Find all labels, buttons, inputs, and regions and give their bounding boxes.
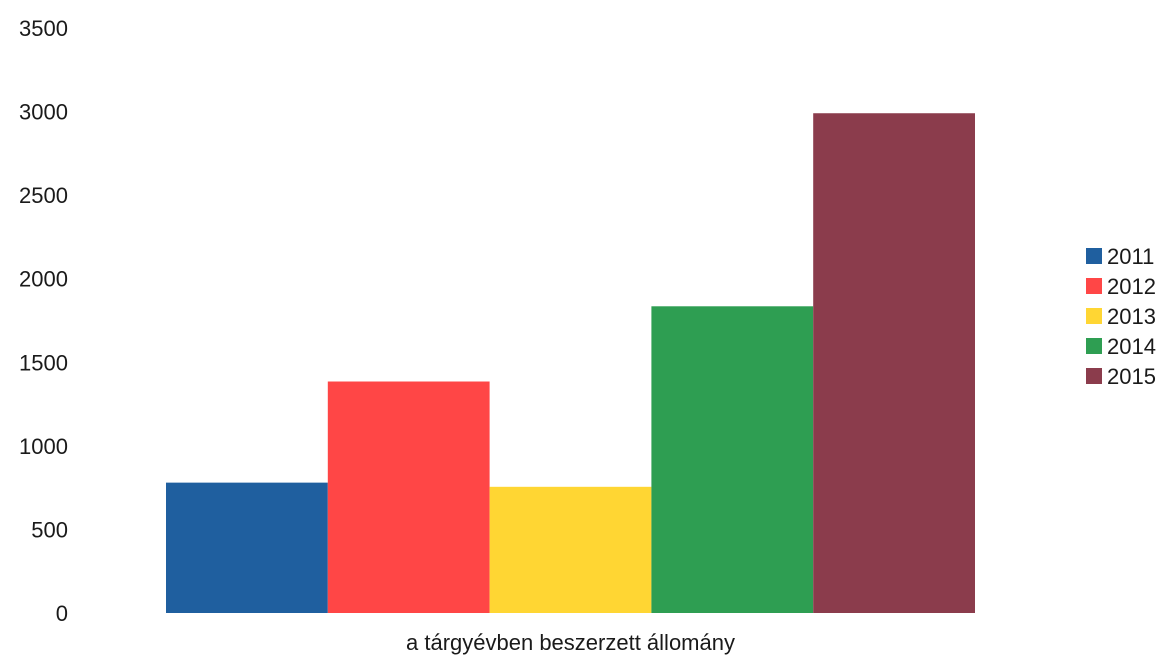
legend-label-2013: 2013 xyxy=(1107,304,1156,329)
bar-2015 xyxy=(813,113,975,614)
y-tick-label: 3500 xyxy=(19,16,68,41)
bar-2013 xyxy=(489,486,652,613)
y-tick-label: 1000 xyxy=(19,434,68,459)
legend-label-2012: 2012 xyxy=(1107,274,1156,299)
y-tick-label: 500 xyxy=(31,517,68,542)
legend-swatch-2011 xyxy=(1086,248,1102,264)
legend-label-2011: 2011 xyxy=(1107,244,1154,269)
bar-2012 xyxy=(327,381,490,613)
legend-label-2014: 2014 xyxy=(1107,334,1156,359)
y-tick-label: 0 xyxy=(56,601,68,626)
y-tick-label: 2000 xyxy=(19,267,68,292)
legend-swatch-2014 xyxy=(1086,338,1102,354)
bar-2014 xyxy=(651,306,814,613)
bar-2011 xyxy=(166,482,328,613)
y-axis-ticks: 0 500 1000 1500 2000 2500 3000 3500 xyxy=(19,16,68,626)
legend-swatch-2013 xyxy=(1086,308,1102,324)
y-tick-label: 1500 xyxy=(19,350,68,375)
legend: 2011 2012 2013 2014 2015 xyxy=(1086,244,1156,389)
y-tick-label: 2500 xyxy=(19,183,68,208)
y-tick-label: 3000 xyxy=(19,100,68,125)
x-axis-label: a tárgyévben beszerzett állomány xyxy=(406,630,735,655)
bars-group xyxy=(166,113,975,614)
legend-swatch-2012 xyxy=(1086,278,1102,294)
legend-label-2015: 2015 xyxy=(1107,364,1156,389)
legend-swatch-2015 xyxy=(1086,368,1102,384)
